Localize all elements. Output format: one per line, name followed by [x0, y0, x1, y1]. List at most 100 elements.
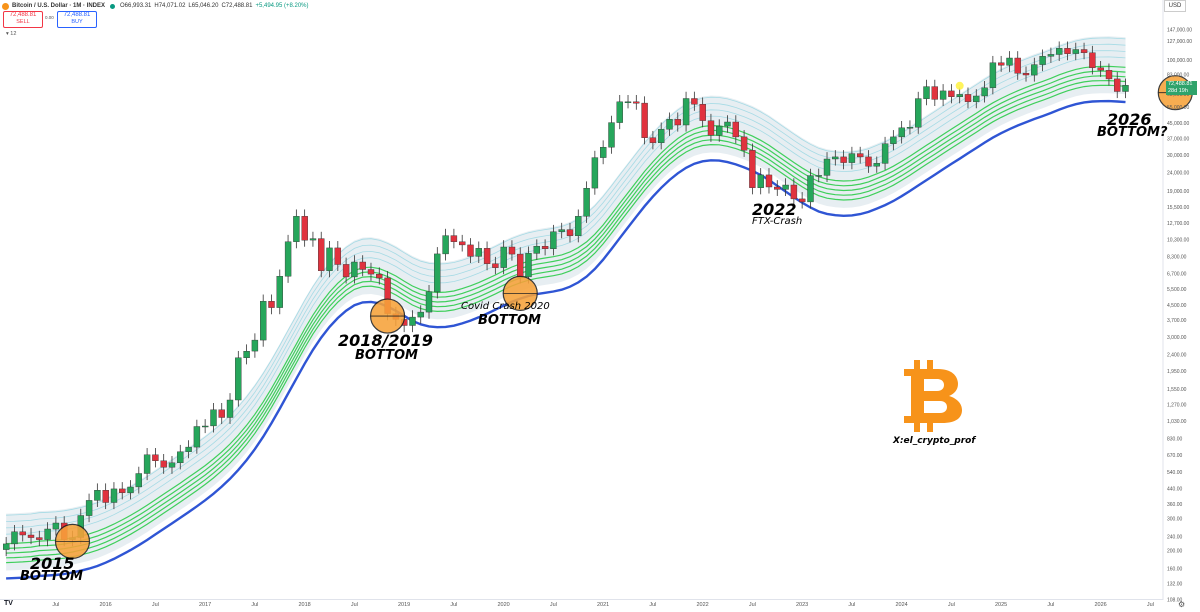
- candle-body: [1089, 52, 1096, 69]
- y-tick-label: 37,000.00: [1167, 136, 1189, 142]
- candle-body: [177, 451, 184, 464]
- gear-icon[interactable]: ⚙: [1178, 600, 1186, 609]
- y-tick-label: 147,000.00: [1167, 27, 1192, 33]
- candle-body: [301, 216, 308, 241]
- x-tick-label: Jul: [749, 602, 756, 608]
- y-tick-label: 55,000.00: [1167, 105, 1189, 111]
- x-tick-label: Jul: [152, 602, 159, 608]
- candle-body: [956, 94, 963, 98]
- x-tick-label: Jul: [1047, 602, 1054, 608]
- candle-body: [1006, 57, 1013, 66]
- ribbon-band-line: [6, 50, 1126, 529]
- buy-button[interactable]: 72,488.81 BUY: [57, 11, 97, 28]
- candle-body: [309, 238, 317, 241]
- x-tick-label: 2019: [398, 602, 410, 608]
- y-tick-label: 6,700.00: [1167, 271, 1187, 277]
- currency-button[interactable]: USD: [1164, 0, 1186, 12]
- candle-body: [823, 158, 831, 176]
- candle-body: [931, 86, 938, 100]
- candle-body: [483, 248, 491, 264]
- candle-body: [1055, 48, 1063, 55]
- candle-body: [989, 62, 997, 88]
- candle-body: [3, 543, 10, 550]
- candle-body: [52, 522, 60, 530]
- x-tick-label: 2024: [895, 602, 907, 608]
- candle-body: [409, 316, 416, 326]
- bitcoin-coin-icon: [2, 2, 9, 10]
- candle-body: [682, 98, 690, 126]
- ribbon-band-line: [6, 79, 1126, 559]
- candle-body: [724, 121, 731, 127]
- bitcoin-logo-icon: [904, 360, 962, 432]
- ribbon-band-line: [6, 84, 1126, 564]
- candle-body: [964, 94, 972, 102]
- candle-body: [492, 263, 499, 268]
- y-tick-label: 1,030.00: [1167, 419, 1187, 425]
- last-price: 72,488.81: [1168, 81, 1193, 87]
- sell-label: SELL: [16, 19, 30, 25]
- candle-body: [1064, 48, 1071, 54]
- annotation-2015-label: BOTTOM: [20, 569, 83, 584]
- market-status-icon: [110, 3, 116, 9]
- candle-body: [293, 216, 300, 242]
- candle-body: [19, 531, 26, 536]
- candle-body: [359, 261, 366, 270]
- y-tick-label: 83,000.00: [1167, 73, 1189, 79]
- candle-body: [533, 245, 540, 254]
- candle-body: [981, 87, 988, 97]
- candle-body: [185, 446, 192, 452]
- annotation-2026-label: BOTTOM?: [1097, 125, 1168, 140]
- candle-body: [674, 119, 681, 126]
- candle-body: [699, 103, 706, 121]
- y-tick-label: 1,950.00: [1167, 369, 1187, 375]
- spread-value: 0.00: [45, 15, 54, 20]
- annotation-2018-year: 2018/2019: [338, 331, 433, 350]
- y-tick-label: 30,000.00: [1167, 153, 1189, 159]
- symbol-title[interactable]: Bitcoin / U.S. Dollar · 1M · INDEX: [12, 3, 106, 9]
- candle-body: [1097, 67, 1104, 71]
- candle-body: [608, 122, 615, 148]
- candle-body: [276, 276, 283, 308]
- change-value: +5,494.95 (+8.20%): [255, 3, 309, 9]
- candle-body: [334, 247, 341, 265]
- y-tick-label: 5,500.00: [1167, 287, 1187, 293]
- candle-body: [36, 537, 43, 540]
- candle-body: [624, 101, 632, 104]
- x-tick-label: Jul: [450, 602, 457, 608]
- candle-body: [649, 137, 657, 143]
- candle-body: [832, 156, 839, 160]
- candle-body: [143, 454, 151, 474]
- x-tick-label: Jul: [948, 602, 955, 608]
- ribbon-fill: [6, 36, 1126, 571]
- candle-body: [857, 153, 864, 158]
- candle-body: [716, 125, 723, 136]
- candle-body: [367, 269, 375, 275]
- candle-body: [425, 291, 433, 313]
- candle-body: [85, 500, 93, 516]
- candle-body: [641, 102, 648, 138]
- candle-body: [707, 120, 715, 136]
- indicator-toggle[interactable]: ▾ 12: [6, 31, 17, 37]
- candle-body: [1080, 49, 1088, 53]
- annotation-2018-label: BOTTOM: [355, 348, 418, 363]
- y-tick-label: 15,500.00: [1167, 205, 1189, 211]
- x-tick-label: 2025: [995, 602, 1007, 608]
- candle-body: [318, 238, 325, 271]
- candle-body: [442, 235, 449, 255]
- x-tick-label: Jul: [251, 602, 258, 608]
- candle-body: [799, 198, 806, 203]
- candle-body: [566, 229, 574, 236]
- candle-body: [525, 253, 532, 278]
- candle-body: [881, 143, 889, 164]
- annotation-2022-label: FTX-Crash: [752, 216, 803, 227]
- sell-button[interactable]: 72,488.81 SELL: [3, 11, 43, 28]
- ribbon-band-line: [6, 75, 1126, 554]
- ribbon-band-line: [6, 70, 1126, 549]
- candle-body: [541, 245, 549, 249]
- candle-body: [1031, 64, 1038, 76]
- y-tick-label: 240.00: [1167, 534, 1183, 540]
- candle-body: [749, 150, 756, 188]
- candle-body: [218, 409, 225, 418]
- y-tick-label: 670.00: [1167, 453, 1183, 459]
